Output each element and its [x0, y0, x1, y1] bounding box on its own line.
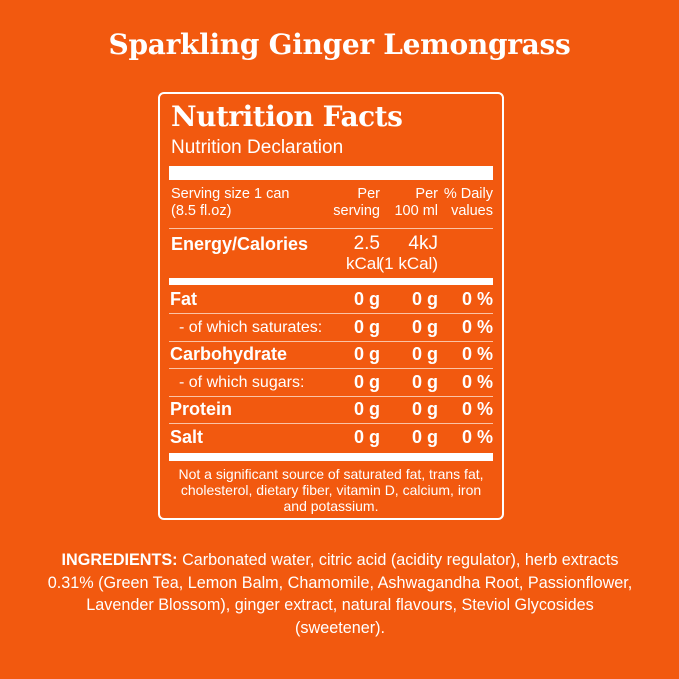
divider: [169, 313, 493, 314]
nutrient-per-100ml: 0 g: [411, 289, 438, 309]
energy-label: Energy/Calories: [171, 234, 309, 254]
energy-unit: (1 kCal): [378, 254, 438, 273]
nutrient-per-100ml: 0 g: [411, 427, 438, 447]
nutrient-per-serving: 0 g: [353, 427, 380, 447]
nutrient-daily: 0 %: [461, 316, 493, 337]
header-line: 100 ml: [394, 203, 438, 219]
header-line: values: [451, 203, 493, 219]
nutrient-per-serving: 0 g: [353, 289, 380, 309]
nutrient-row: - of which saturates: 0 g 0 g 0 %: [169, 314, 493, 341]
header-line: Per: [415, 186, 438, 202]
divider: [169, 228, 493, 229]
label-subheading: Nutrition Declaration: [171, 137, 344, 158]
nutrient-row: Fat 0 g 0 g 0 %: [169, 286, 493, 313]
divider-thick: [169, 453, 493, 461]
header-line: serving: [333, 203, 380, 219]
nutrient-daily: 0 %: [461, 344, 493, 365]
energy-value: 4kJ: [408, 233, 438, 254]
serving-size: Serving size 1 can (8.5 fl.oz): [171, 186, 289, 220]
divider: [169, 340, 493, 342]
serving-size-line: Serving size 1 can: [171, 186, 290, 202]
nutrient-row: Salt 0 g 0 g 0 %: [169, 424, 493, 451]
nutrient-per-100ml: 0 g: [411, 399, 438, 420]
nutrient-daily: 0 %: [461, 399, 493, 420]
footnote: Not a significant source of saturated fa…: [178, 466, 484, 514]
nutrient-daily: 0 %: [461, 289, 493, 309]
ingredients: INGREDIENTS: Carbonated water, citric ac…: [40, 549, 640, 639]
nutrient-per-100ml: 0 g: [411, 371, 438, 392]
product-title: Sparkling Ginger Lemongrass: [108, 28, 571, 61]
divider-thick: [169, 166, 493, 180]
energy-per-100ml: 4kJ (1 kCal): [378, 234, 438, 274]
nutrient-name: Fat: [170, 289, 197, 309]
nutrient-per-serving: 0 g: [353, 371, 380, 392]
energy-unit: kCal: [345, 254, 380, 273]
nutrient-per-100ml: 0 g: [411, 344, 438, 365]
nutrient-name: Protein: [170, 399, 233, 420]
header-line: % Daily: [443, 186, 493, 202]
nutrient-name: Salt: [170, 427, 204, 447]
energy-per-serving: 2.5 kCal: [346, 234, 380, 274]
header-line: Per: [357, 186, 380, 202]
nutrient-row: Protein 0 g 0 g 0 %: [169, 396, 493, 423]
nutrient-per-serving: 0 g: [353, 344, 380, 365]
nutrient-per-serving: 0 g: [353, 399, 380, 420]
col-header-per-serving: Per serving: [333, 186, 380, 220]
divider: [169, 368, 493, 370]
energy-value: 2.5: [353, 233, 380, 254]
nutrient-daily: 0 %: [461, 371, 493, 392]
nutrient-daily: 0 %: [461, 427, 493, 447]
nutrient-row: - of which sugars: 0 g 0 g 0 %: [169, 369, 493, 396]
nutrient-name: Carbohydrate: [170, 344, 288, 365]
label-heading: Nutrition Facts: [171, 100, 403, 133]
nutrient-name: - of which saturates:: [179, 318, 323, 336]
nutrient-row: Carbohydrate 0 g 0 g 0 %: [169, 341, 493, 368]
divider: [169, 395, 493, 397]
col-header-daily: % Daily values: [444, 186, 493, 220]
serving-size-line: (8.5 fl.oz): [171, 203, 232, 219]
divider-thick: [169, 278, 493, 285]
nutrient-per-100ml: 0 g: [411, 316, 438, 337]
nutrient-per-serving: 0 g: [353, 316, 380, 337]
ingredients-text: Carbonated water, citric acid (acidity r…: [47, 551, 633, 637]
nutrient-name: - of which sugars:: [179, 373, 305, 391]
divider: [169, 423, 493, 425]
col-header-per-100ml: Per 100 ml: [394, 186, 438, 220]
ingredients-heading: INGREDIENTS:: [61, 551, 178, 569]
nutrition-facts-label: Nutrition Facts Nutrition Declaration Se…: [158, 92, 504, 520]
